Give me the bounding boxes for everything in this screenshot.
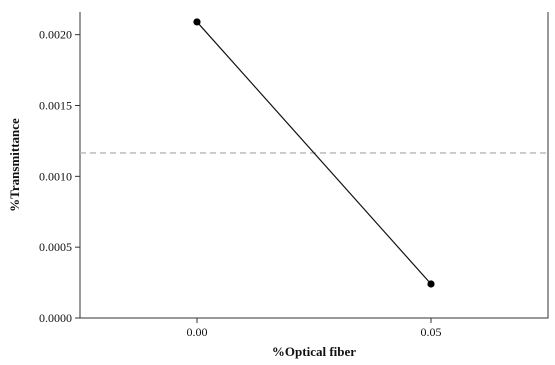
y-tick-label: 0.0015 [39,99,72,113]
y-tick-label: 0.0010 [39,169,72,183]
y-tick-label: 0.0000 [39,311,72,325]
plot-frame [79,12,549,319]
data-point [427,280,435,288]
y-tick-label: 0.0005 [39,240,72,254]
data-point [193,18,201,26]
plot-area [79,12,549,319]
x-tick-label: 0.00 [187,325,208,339]
y-axis-ticks: 0.0000 0.0005 0.0010 0.0015 0.0020 [39,28,80,325]
y-tick-label: 0.0020 [39,28,72,42]
series-layer [193,18,435,288]
x-axis-ticks: 0.00 0.05 [187,318,442,339]
y-axis-title: %Transmittance [7,118,22,212]
series-line [196,21,432,285]
x-axis-title: %Optical fiber [272,344,356,359]
x-tick-label: 0.05 [421,325,442,339]
